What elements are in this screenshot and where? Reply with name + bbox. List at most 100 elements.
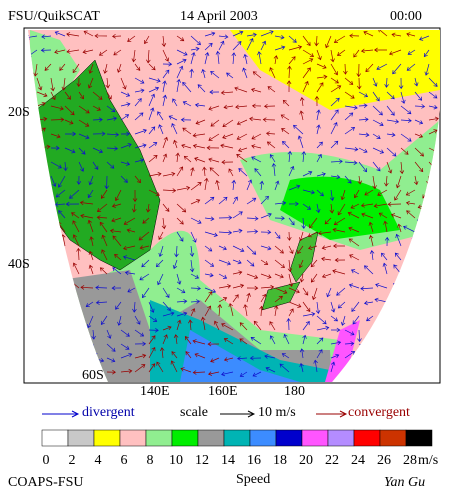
time: 00:00 (390, 9, 422, 24)
wind-arrow (288, 201, 299, 207)
wind-arrow (176, 319, 182, 331)
wind-arrow (208, 105, 220, 111)
wind-arrow (207, 371, 220, 376)
wind-arrow (171, 351, 178, 359)
wind-arrow (192, 370, 206, 375)
wind-arrow (386, 161, 393, 174)
wind-arrow (310, 273, 318, 283)
wind-arrow (204, 305, 212, 317)
wind-arrow (162, 61, 173, 67)
wind-arrow (288, 35, 297, 43)
wind-arrow (274, 231, 281, 239)
wind-arrow (161, 217, 167, 230)
speed-zone (230, 30, 440, 110)
colorbar-label: 4 (95, 453, 102, 468)
wind-arrow (192, 143, 206, 149)
wind-arrow (260, 284, 275, 290)
wind-arrow (313, 359, 318, 373)
wind-arrow (87, 315, 94, 329)
wind-arrow (350, 203, 360, 209)
wind-arrow (162, 203, 170, 212)
arrow-head (247, 410, 256, 418)
wind-arrow (239, 371, 248, 377)
wind-arrow (330, 361, 336, 373)
wind-arrow (368, 234, 374, 247)
wind-arrow (156, 361, 164, 373)
wind-arrow (58, 210, 66, 219)
wind-arrow (377, 189, 388, 196)
wind-arrow (288, 273, 294, 287)
wind-arrow (288, 56, 296, 65)
colorbar-label: 2 (69, 453, 76, 468)
wind-arrow (194, 352, 206, 359)
wind-arrow (267, 86, 276, 93)
wind-arrow (253, 320, 262, 331)
wind-arrow (414, 119, 424, 125)
wind-arrow (162, 301, 171, 311)
wind-arrow (92, 131, 106, 137)
wind-arrow (123, 217, 136, 225)
colorbar-label: 22 (325, 453, 339, 468)
wind-arrow (340, 315, 346, 326)
wind-arrow (302, 170, 313, 177)
wind-arrow (316, 315, 327, 325)
wind-arrow (333, 217, 346, 226)
wind-arrow (358, 147, 368, 153)
wind-arrow (243, 53, 248, 65)
wind-arrow (148, 86, 160, 93)
colorbar-swatch (405, 429, 433, 447)
wind-arrow (372, 161, 381, 172)
wind-arrow (386, 105, 395, 116)
wind-arrow (190, 273, 200, 279)
wind-arrow (120, 131, 131, 137)
wind-arrow (146, 49, 151, 64)
wind-arrow (174, 245, 179, 258)
wind-arrow (106, 329, 112, 339)
wind-arrow (231, 179, 237, 191)
wind-arrow (120, 77, 127, 90)
wind-arrow (161, 35, 167, 47)
wind-arrow (162, 49, 170, 62)
wind-arrow (122, 245, 136, 251)
wind-arrow (321, 256, 332, 262)
wind-arrow (357, 175, 363, 185)
wind-arrow (120, 368, 133, 374)
wind-arrow (384, 77, 389, 88)
wind-arrow (162, 171, 176, 177)
wind-arrow (92, 161, 99, 170)
wind-arrow (148, 327, 159, 333)
wind-arrow (79, 200, 94, 206)
wind-arrow (394, 189, 402, 201)
wind-arrow (392, 63, 402, 75)
wind-arrow (428, 129, 438, 135)
wind-arrow (82, 49, 94, 54)
wind-arrow (120, 143, 132, 149)
wind-arrow (363, 300, 374, 306)
wind-arrow (356, 77, 362, 90)
wind-arrow (50, 133, 61, 139)
wind-arrow (316, 141, 323, 149)
wind-arrow (288, 217, 295, 226)
wind-arrow (120, 161, 131, 166)
wind-arrow (315, 203, 321, 214)
wind-arrow (96, 215, 108, 220)
colorbar-swatch (67, 429, 95, 447)
wind-arrow (308, 245, 318, 250)
wind-arrow (406, 32, 416, 37)
wind-arrow (40, 48, 52, 53)
wind-arrow (87, 77, 94, 89)
wind-arrow (400, 118, 412, 123)
wind-arrow (288, 184, 301, 191)
wind-arrow (316, 153, 322, 163)
wind-arrow (316, 74, 328, 80)
wind-arrow (204, 216, 215, 222)
wind-arrow (236, 154, 248, 163)
wind-arrow (194, 102, 206, 108)
wind-arrow (142, 217, 150, 224)
wind-arrow (88, 264, 94, 275)
wind-arrow (317, 231, 332, 236)
wind-arrow (344, 351, 356, 359)
wind-arrow (257, 51, 262, 65)
wind-arrow (215, 179, 220, 191)
wind-arrow (182, 127, 192, 135)
